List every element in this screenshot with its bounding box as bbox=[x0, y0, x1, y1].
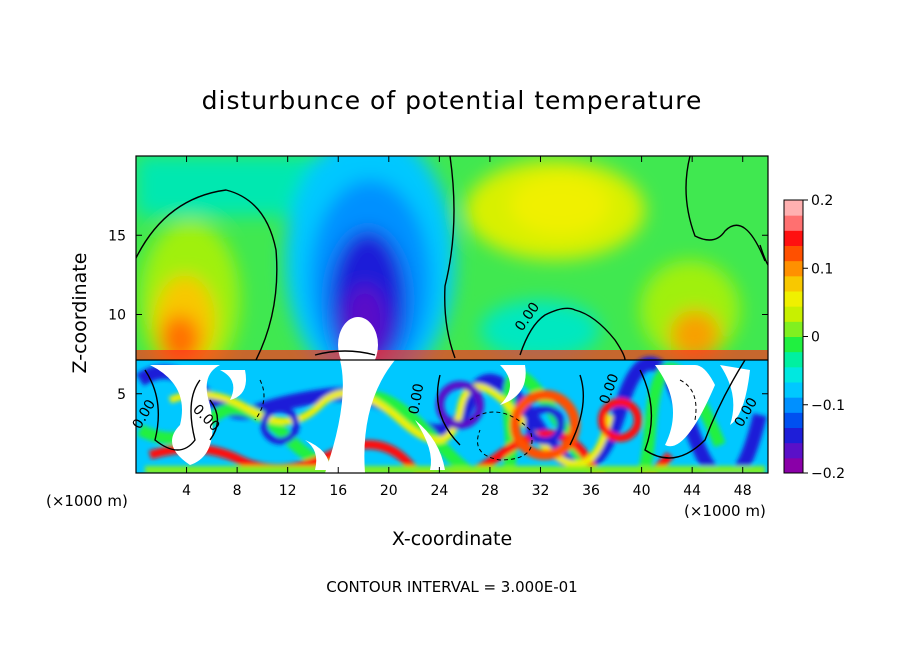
colorbar-swatch bbox=[784, 351, 803, 368]
colorbar-swatch bbox=[784, 245, 803, 262]
colorbar-tick-label: 0 bbox=[811, 330, 820, 346]
x-tick-label: 32 bbox=[532, 483, 550, 499]
colorbar-swatch bbox=[784, 442, 803, 459]
colorbar-swatch bbox=[784, 291, 803, 307]
colorbar-swatch bbox=[784, 412, 803, 428]
colorbar-swatch bbox=[784, 260, 803, 277]
colorbar-tick-label: 0.1 bbox=[811, 261, 833, 277]
colorbar-swatch bbox=[784, 275, 803, 292]
chart-title: disturbunce of potential temperature bbox=[201, 86, 703, 115]
colorbar-swatch bbox=[784, 397, 803, 413]
colorbar-swatch bbox=[784, 336, 803, 353]
x-tick-label: 8 bbox=[233, 483, 242, 499]
contour-lines-dashed bbox=[254, 379, 697, 461]
contour-label: 0.00 bbox=[406, 382, 427, 415]
y-tick-label: 10 bbox=[108, 308, 126, 324]
colorbar: 0.2 0.1 0 −0.1 −0.2 bbox=[783, 193, 845, 482]
contour-interval-note: CONTOUR INTERVAL = 3.000E-01 bbox=[326, 578, 578, 596]
colorbar-tick-label: −0.1 bbox=[811, 398, 845, 414]
x-tick-label: 48 bbox=[734, 483, 752, 499]
x-tick-label: 40 bbox=[633, 483, 651, 499]
colorbar-swatch bbox=[784, 366, 803, 383]
colorbar-swatch bbox=[784, 321, 803, 337]
colorbar-swatch bbox=[784, 215, 803, 231]
x-tick-label: 44 bbox=[683, 483, 701, 499]
heatmap-field bbox=[136, 156, 768, 473]
colorbar-swatch bbox=[784, 457, 803, 474]
colorbar-swatch bbox=[784, 306, 803, 322]
x-tick-label: 36 bbox=[582, 483, 600, 499]
colorbar-swatch bbox=[784, 200, 803, 216]
colorbar-tick-label: 0.2 bbox=[811, 193, 833, 209]
x-tick-label: 12 bbox=[279, 483, 297, 499]
colorbar-swatch bbox=[784, 230, 803, 246]
x-unit-label-left: (×1000 m) bbox=[46, 492, 128, 510]
x-tick-label: 4 bbox=[182, 483, 191, 499]
x-unit-label-right: (×1000 m) bbox=[684, 502, 766, 520]
colorbar-tick-label: −0.2 bbox=[811, 466, 845, 482]
colorbar-swatch bbox=[784, 382, 803, 398]
colorbar-swatch bbox=[784, 427, 803, 444]
contour-lines bbox=[136, 156, 768, 459]
x-tick-label: 28 bbox=[481, 483, 499, 499]
y-tick-label: 5 bbox=[117, 387, 126, 403]
x-tick-label: 20 bbox=[380, 483, 398, 499]
x-tick-label: 24 bbox=[430, 483, 448, 499]
y-tick-label: 15 bbox=[108, 228, 126, 244]
x-axis-label: X-coordinate bbox=[391, 528, 513, 550]
x-tick-label: 16 bbox=[329, 483, 347, 499]
